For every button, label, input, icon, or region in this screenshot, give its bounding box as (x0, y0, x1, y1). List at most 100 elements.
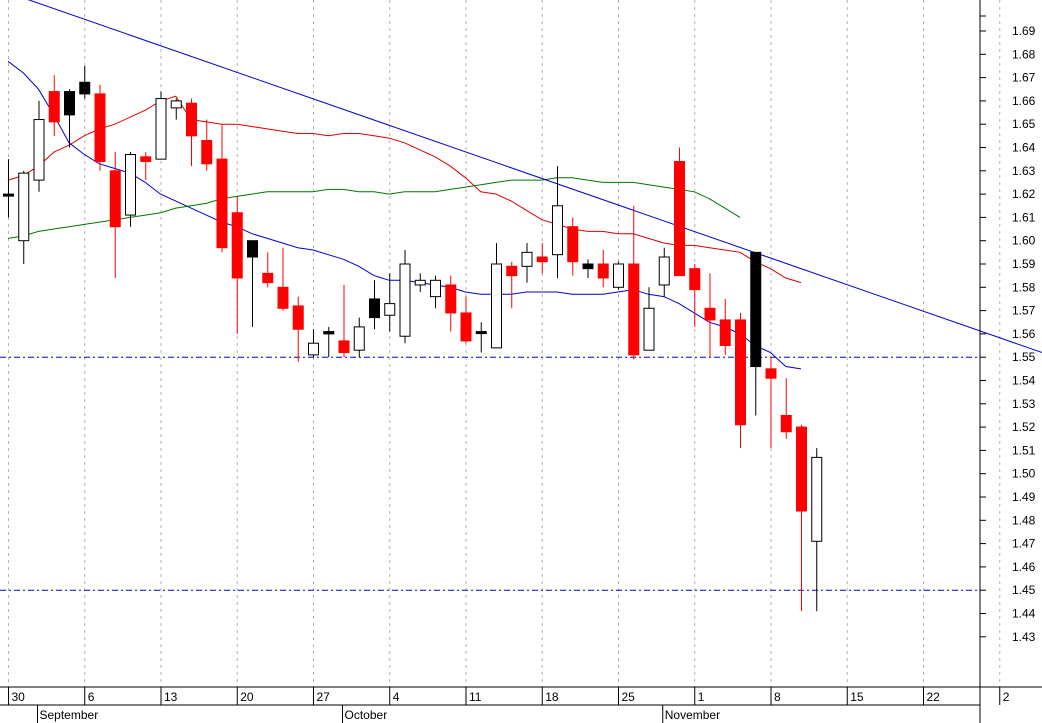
candle-body (414, 279, 426, 286)
y-tick-label: 1.50 (1012, 467, 1036, 481)
moving-average-line (7, 95, 802, 284)
candle (506, 261, 518, 309)
candle (735, 312, 746, 449)
candle-body (125, 153, 136, 216)
candle-body (811, 456, 823, 542)
x-tick-label: 15 (850, 690, 864, 704)
y-tick-label: 1.43 (1012, 630, 1036, 644)
y-tick-label: 1.49 (1012, 490, 1036, 504)
candle-body (323, 331, 335, 335)
x-tick-label: 13 (164, 690, 178, 704)
candle (384, 273, 396, 332)
x-tick-label: 25 (622, 690, 636, 704)
x-tick-label: 27 (317, 690, 331, 704)
candle (33, 100, 45, 192)
y-tick-label: 1.59 (1012, 257, 1036, 271)
candle (689, 264, 701, 327)
y-tick-label: 1.64 (1012, 141, 1036, 155)
candle-body (292, 305, 304, 330)
candle-body (430, 279, 441, 298)
x-tick-label: 8 (774, 690, 781, 704)
candle (170, 98, 182, 120)
candle (94, 84, 106, 171)
y-tick-label: 1.51 (1012, 443, 1036, 457)
candle-body (765, 368, 777, 379)
candle-body (552, 205, 563, 256)
month-label: November (665, 708, 720, 722)
x-tick-label: 11 (469, 690, 482, 704)
y-tick-label: 1.67 (1012, 71, 1036, 85)
candle-body (170, 100, 182, 109)
reference-lines (0, 0, 1042, 591)
candle (719, 298, 731, 355)
candle (414, 273, 426, 292)
x-tick-label: 2 (1003, 690, 1010, 704)
candle-body (689, 268, 701, 291)
y-tick-label: 1.58 (1012, 280, 1036, 294)
candle (628, 205, 640, 360)
candle-body (735, 319, 746, 426)
month-label: October (345, 708, 388, 722)
candle (674, 147, 685, 277)
candle-body (521, 251, 533, 267)
candle (704, 273, 716, 358)
candle-body (33, 119, 45, 181)
candle (247, 240, 258, 327)
candle-body (384, 303, 396, 316)
candle (231, 196, 243, 334)
candle-body (628, 263, 640, 356)
candle (582, 259, 594, 278)
y-tick-label: 1.68 (1012, 47, 1036, 61)
y-tick-label: 1.47 (1012, 537, 1036, 551)
y-axis: 1.43 1.44 1.45 1.46 1.47 1.48 1.49 1.50 1.51 1.52… (979, 0, 1036, 723)
candle (521, 243, 533, 283)
candle (597, 250, 609, 288)
candle (201, 119, 213, 171)
candle (353, 317, 365, 358)
y-tick-label: 1.55 (1012, 350, 1036, 364)
candle-body (3, 193, 14, 197)
x-tick-label: 20 (240, 690, 254, 704)
candle-body (399, 263, 411, 337)
y-tick-label: 1.60 (1012, 234, 1036, 248)
candle (292, 296, 304, 362)
x-tick-label: 30 (12, 690, 26, 704)
candle-body (582, 263, 594, 270)
candle-body (338, 340, 350, 354)
y-tick-label: 1.45 (1012, 583, 1036, 597)
y-tick-label: 1.53 (1012, 397, 1036, 411)
candle-body (460, 312, 472, 342)
candle-body (658, 256, 670, 286)
candle (3, 159, 14, 218)
candle (750, 251, 762, 416)
candle (186, 98, 197, 167)
y-tick-label: 1.69 (1012, 24, 1036, 38)
month-label: September (40, 708, 99, 722)
x-tick-label: 22 (927, 690, 941, 704)
candle (140, 152, 152, 181)
candle-body (567, 226, 579, 263)
candle (475, 322, 487, 353)
y-tick-label: 1.52 (1012, 420, 1036, 434)
candle (109, 152, 121, 278)
candle-body (369, 298, 380, 319)
candle (155, 91, 167, 160)
candle-body (201, 140, 213, 165)
candle (308, 329, 319, 358)
candle-body (64, 91, 75, 116)
candle-body (94, 93, 106, 162)
candle-body (506, 265, 518, 277)
candle (64, 89, 75, 148)
candle-body (536, 256, 548, 263)
candle (796, 424, 807, 612)
candle (765, 357, 777, 449)
candle-body (109, 170, 121, 228)
candle (48, 75, 60, 136)
candle (658, 247, 670, 297)
x-tick-label: 18 (545, 690, 559, 704)
candle-body (231, 212, 243, 279)
x-tick-label: 6 (88, 690, 95, 704)
candle (780, 378, 792, 439)
